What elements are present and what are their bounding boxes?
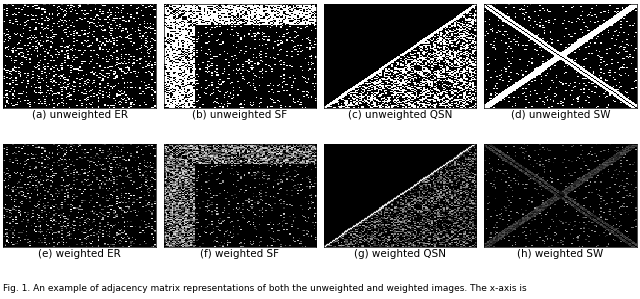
X-axis label: (a) unweighted ER: (a) unweighted ER <box>31 110 127 120</box>
Text: Fig. 1. An example of adjacency matrix representations of both the unweighted an: Fig. 1. An example of adjacency matrix r… <box>3 284 527 293</box>
X-axis label: (e) weighted ER: (e) weighted ER <box>38 249 121 260</box>
X-axis label: (b) unweighted SF: (b) unweighted SF <box>192 110 287 120</box>
X-axis label: (g) weighted QSN: (g) weighted QSN <box>354 249 446 260</box>
X-axis label: (d) unweighted SW: (d) unweighted SW <box>511 110 610 120</box>
X-axis label: (f) weighted SF: (f) weighted SF <box>200 249 279 260</box>
X-axis label: (h) weighted SW: (h) weighted SW <box>517 249 604 260</box>
X-axis label: (c) unweighted QSN: (c) unweighted QSN <box>348 110 452 120</box>
